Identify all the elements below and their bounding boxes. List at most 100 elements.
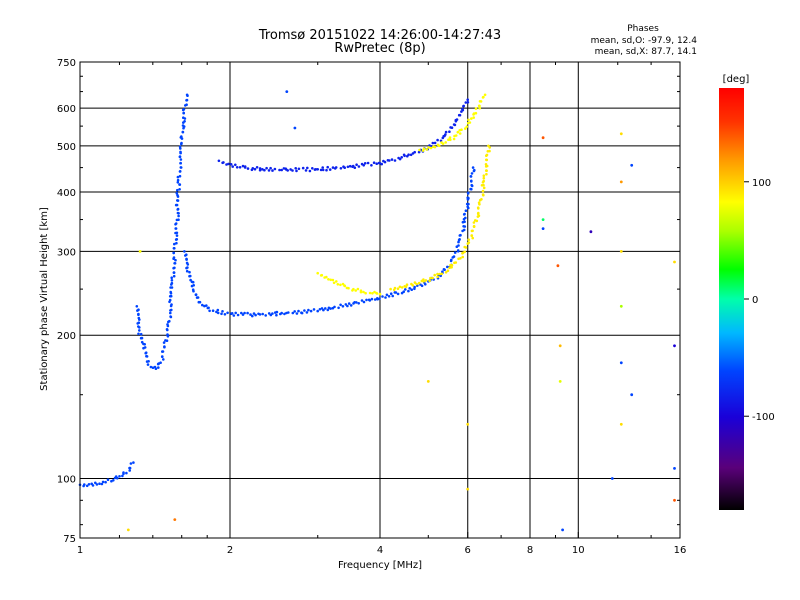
trace-point [400,286,404,289]
trace-point [151,366,155,370]
trace-point [85,484,89,488]
trace-point [196,296,200,299]
trace-point [466,98,470,101]
trace-point [208,309,211,313]
scatter-point [630,163,634,167]
phase-o-stats: mean, sd,O: -97.9, 12.4 [591,36,698,46]
trace-point [174,258,177,262]
trace-point [364,291,367,295]
trace-point [185,269,189,273]
trace-point [168,298,172,302]
trace-point [197,300,201,304]
trace-point [398,285,402,289]
trace-point [185,103,188,106]
scatter-point [558,344,562,348]
trace-point [165,328,169,331]
trace-point [449,138,452,142]
trace-point [482,179,486,183]
trace-point [446,269,450,273]
trace-point [455,118,459,121]
trace-point [370,297,374,301]
scatter-point [619,180,623,184]
trace-point [178,174,182,178]
trace-point [438,272,442,276]
trace-point [469,187,472,191]
trace-point [122,472,125,476]
trace-point [480,198,483,201]
trace-point [394,291,398,294]
trace-point [287,311,290,314]
trace-point [201,303,204,307]
scatter-point [558,380,562,383]
scatter-point [541,227,545,231]
trace-point [482,174,486,177]
trace-point [271,169,274,172]
trace-point [114,475,118,478]
trace-point [179,158,183,161]
trace-point [465,202,469,206]
scatter-point [126,528,130,532]
trace-point [487,144,490,148]
trace-point [176,175,180,179]
trace-point [326,165,330,169]
trace-point [251,167,255,170]
trace-point [106,478,110,482]
trace-point [309,309,313,313]
trace-point [178,170,182,173]
trace-point [443,268,446,272]
trace-point [417,281,421,285]
trace-point [450,264,454,267]
trace-point [182,108,186,111]
trace-point [182,116,185,119]
trace-point [464,246,468,249]
trace-point [473,168,476,172]
trace-point [334,166,338,169]
trace-point [436,138,439,142]
scatter-point [673,498,676,502]
trace-point [468,121,472,124]
trace-point [319,168,323,172]
trace-point [280,311,284,315]
trace-point [306,166,309,170]
trace-point [371,292,374,295]
trace-point [325,275,328,279]
trace-point [101,480,105,484]
trace-point [452,137,456,141]
trace-point [481,193,485,196]
trace-point [192,289,195,293]
trace-point [234,311,237,315]
trace-point [146,363,150,366]
trace-point [291,169,294,172]
trace-point [284,167,288,170]
trace-point [398,157,402,161]
trace-point [381,295,384,298]
trace-point [303,309,306,312]
trace-point [466,196,470,199]
trace-point [231,165,234,168]
trace-point [163,345,166,348]
trace-point [169,311,172,315]
trace-point [240,311,243,315]
trace-point [169,294,173,298]
trace-point [243,311,246,315]
trace-point [176,178,180,182]
trace-point [460,128,463,131]
trace-point [326,308,330,312]
trace-point [415,282,418,286]
trace-point [453,123,457,127]
trace-point [176,199,180,202]
trace-point [295,169,298,173]
trace-point [154,367,158,371]
trace-point [454,134,458,137]
trace-point [349,304,353,307]
y-tick-label: 750 [57,58,76,69]
y-tick-label: 200 [57,331,76,342]
trace-point [400,156,404,159]
trace-point [452,255,456,258]
trace-point [293,310,297,313]
trace-point [458,132,462,135]
x-tick-label: 16 [674,545,687,556]
trace-point [424,279,428,282]
trace-point [413,150,417,154]
trace-point [476,206,480,209]
